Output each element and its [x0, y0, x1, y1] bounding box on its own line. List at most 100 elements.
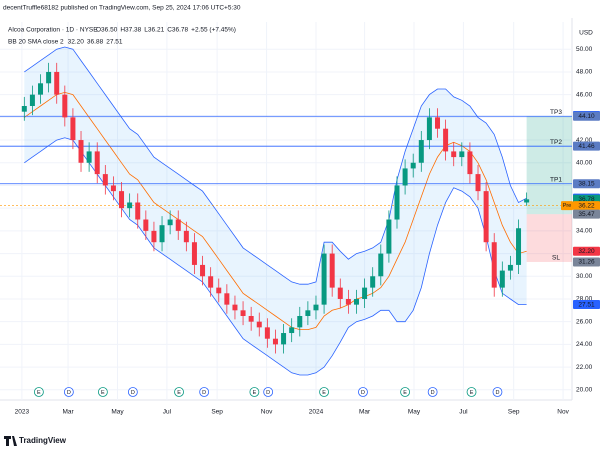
indicator-value: 27.51 [106, 39, 123, 46]
candle [110, 176, 116, 201]
y-tick-label: 40.00 [576, 159, 593, 166]
y-tick-label: 48.00 [576, 69, 593, 76]
x-tick-label: May [408, 409, 421, 416]
x-tick-label: 2024 [309, 409, 324, 416]
event-marker [63, 387, 74, 397]
candle [467, 142, 473, 184]
bb-basis [24, 91, 527, 330]
candle [216, 278, 222, 303]
candle [386, 210, 392, 263]
candle-body [86, 151, 92, 163]
candle [70, 108, 76, 150]
logo-icon [4, 436, 17, 446]
candle-body [499, 270, 505, 288]
event-marker [358, 387, 368, 397]
event-label: E [470, 390, 474, 396]
candle-body [516, 228, 522, 265]
candle [507, 255, 513, 280]
candle [248, 306, 254, 331]
candle [272, 329, 278, 354]
price-label-bg [573, 179, 600, 189]
candle [329, 244, 335, 297]
candle [289, 318, 295, 343]
candle [224, 284, 230, 314]
candle-body [143, 219, 149, 231]
candle [524, 192, 530, 206]
candle-body [175, 219, 181, 231]
x-tick-label: Jul [459, 409, 468, 416]
event-marker [400, 387, 410, 397]
event-label: D [495, 390, 499, 396]
candle-body [183, 230, 189, 243]
price-label-bg [573, 141, 600, 151]
candle [143, 210, 149, 240]
candle [483, 182, 489, 252]
candle [313, 295, 319, 320]
price-label: 35.47 [578, 211, 595, 218]
candle-body [151, 230, 157, 243]
price-label-bg [573, 111, 600, 121]
indicator-value: 36.88 [87, 39, 104, 46]
event-marker [249, 387, 260, 397]
candle [54, 62, 60, 104]
candle [491, 233, 497, 297]
candle [232, 295, 238, 320]
indicator-value: 32.20 [68, 39, 85, 46]
candle-body [370, 276, 376, 288]
indicator-name: BB 20 SMA close 2 [8, 39, 64, 46]
candle [410, 153, 416, 178]
event-marker [319, 387, 329, 397]
event-label: D [131, 390, 135, 396]
candle-body [345, 298, 351, 305]
price-label: 36.78 [578, 196, 595, 203]
candle [370, 267, 376, 297]
candle-body [524, 199, 530, 203]
candle-body [272, 338, 278, 345]
loss-zone [526, 214, 572, 262]
candle [394, 176, 400, 229]
candle-body [224, 293, 230, 305]
candle-body [321, 253, 327, 305]
candle [435, 108, 441, 138]
candle-body [378, 253, 384, 277]
profit-zone [526, 116, 572, 215]
candle-body [216, 287, 222, 294]
footer-logo: TradingView [4, 436, 67, 446]
event-label: E [253, 390, 257, 396]
price-label-bg [573, 257, 600, 267]
candle-body [200, 264, 206, 277]
candle [297, 306, 303, 337]
currency: USD [579, 30, 593, 37]
candle [135, 193, 141, 229]
candle-body [110, 185, 116, 192]
candle-body [70, 117, 76, 141]
candle [337, 278, 343, 309]
candle [264, 318, 270, 348]
candle-body [362, 287, 368, 299]
event-marker [174, 387, 184, 397]
y-tick-label: 28.00 [576, 296, 593, 303]
candle [200, 255, 206, 286]
event-label: E [177, 390, 181, 396]
candle-body [46, 71, 52, 84]
candle [119, 182, 125, 218]
candle-body [102, 174, 108, 186]
price-label-bg [573, 209, 600, 219]
candle-body [264, 327, 270, 339]
event-label: D [67, 390, 71, 396]
candle-body [467, 151, 473, 175]
candle [62, 85, 68, 127]
candle-body [297, 316, 303, 328]
candle [378, 244, 384, 286]
candle-body [451, 151, 457, 158]
x-tick-label: Sep [508, 409, 520, 416]
candle [29, 85, 35, 116]
symbol-title: Alcoa Corporation · 1D · NYSE [8, 27, 98, 34]
candle [459, 142, 465, 167]
candle-body [78, 140, 84, 163]
event-marker [199, 387, 210, 397]
candle [426, 108, 432, 150]
bb-upper [24, 46, 527, 285]
ohlc-value: L36.21 [144, 27, 164, 34]
